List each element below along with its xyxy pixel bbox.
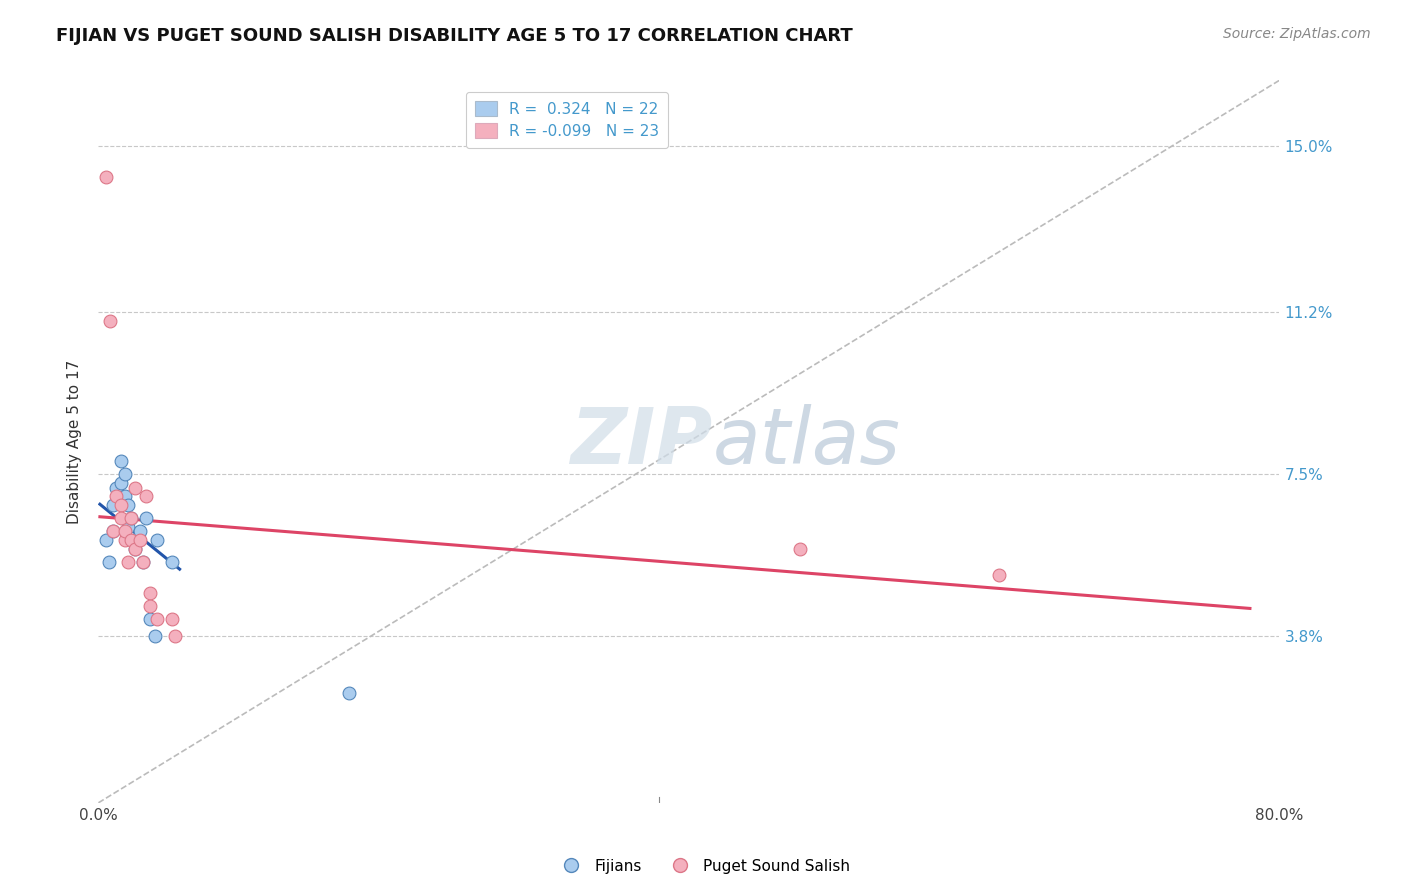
Point bbox=[132, 555, 155, 569]
Point bbox=[124, 541, 146, 556]
Point bbox=[165, 629, 187, 643]
Point bbox=[114, 524, 136, 539]
Point bbox=[139, 612, 162, 626]
Point bbox=[162, 555, 183, 569]
Point bbox=[146, 612, 169, 626]
Point bbox=[117, 555, 139, 569]
Point bbox=[124, 481, 146, 495]
Point bbox=[135, 511, 157, 525]
Point bbox=[135, 489, 157, 503]
Point bbox=[110, 511, 132, 525]
Point bbox=[105, 489, 128, 503]
Point bbox=[146, 533, 169, 547]
Text: Source: ZipAtlas.com: Source: ZipAtlas.com bbox=[1223, 27, 1371, 41]
Point bbox=[105, 481, 128, 495]
Y-axis label: Disability Age 5 to 17: Disability Age 5 to 17 bbox=[67, 359, 83, 524]
Point bbox=[114, 467, 136, 482]
Point bbox=[94, 533, 117, 547]
Point bbox=[117, 498, 139, 512]
Point bbox=[103, 524, 125, 539]
Point bbox=[124, 533, 146, 547]
Text: atlas: atlas bbox=[713, 403, 900, 480]
Point bbox=[139, 585, 162, 599]
Point bbox=[132, 555, 155, 569]
Point bbox=[94, 169, 117, 184]
Point bbox=[988, 568, 1011, 582]
Point bbox=[103, 524, 125, 539]
Point bbox=[98, 314, 121, 328]
Point bbox=[143, 629, 166, 643]
Point bbox=[114, 533, 136, 547]
Point bbox=[110, 476, 132, 491]
Point bbox=[128, 533, 150, 547]
Point bbox=[339, 686, 361, 700]
Text: FIJIAN VS PUGET SOUND SALISH DISABILITY AGE 5 TO 17 CORRELATION CHART: FIJIAN VS PUGET SOUND SALISH DISABILITY … bbox=[56, 27, 853, 45]
Text: ZIP: ZIP bbox=[571, 403, 713, 480]
Point bbox=[110, 498, 132, 512]
Point bbox=[117, 520, 139, 534]
Point bbox=[114, 489, 136, 503]
Legend: Fijians, Puget Sound Salish: Fijians, Puget Sound Salish bbox=[550, 853, 856, 880]
Point bbox=[103, 498, 125, 512]
Point bbox=[789, 541, 811, 556]
Point bbox=[139, 599, 162, 613]
Legend: R =  0.324   N = 22, R = -0.099   N = 23: R = 0.324 N = 22, R = -0.099 N = 23 bbox=[467, 92, 668, 148]
Point bbox=[120, 511, 142, 525]
Point bbox=[124, 541, 146, 556]
Point bbox=[120, 533, 142, 547]
Point bbox=[97, 555, 120, 569]
Point bbox=[162, 612, 183, 626]
Point bbox=[128, 524, 150, 539]
Point bbox=[110, 454, 132, 468]
Point bbox=[120, 511, 142, 525]
